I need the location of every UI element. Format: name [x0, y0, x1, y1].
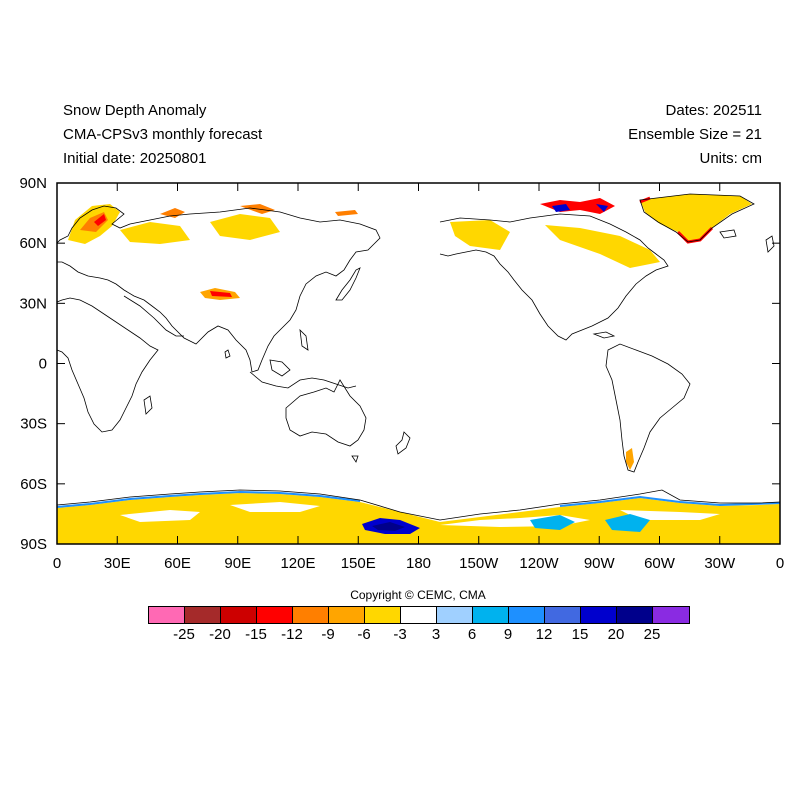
antarctica-edge-blue [56, 490, 781, 508]
colorbar-label: -12 [281, 626, 303, 643]
japan-coast [335, 267, 361, 301]
lon-label: 90E [224, 555, 251, 572]
lon-label: 30E [104, 555, 131, 572]
longitude-labels: 0 30E 60E 90E 120E 150E 180 150W 120W 90W 60W 30W 0 [53, 555, 784, 572]
colorbar-box [401, 607, 437, 623]
coastlines [56, 193, 781, 521]
philippines-coast [299, 328, 309, 351]
lon-label: 120W [519, 555, 559, 572]
colorbar-box [545, 607, 581, 623]
ross-strong-anomaly [372, 522, 405, 531]
lon-label: 150E [341, 555, 376, 572]
lon-label: 180 [406, 555, 431, 572]
colorbar-label: -6 [357, 626, 371, 643]
ensemble-size: Ensemble Size = 21 [628, 126, 762, 143]
russia-anomaly [120, 214, 280, 244]
lat-label: 60N [19, 235, 47, 252]
colorbar-box [617, 607, 653, 623]
lon-label: 0 [53, 555, 61, 572]
axis-ticks [56, 182, 781, 545]
caribbean-coast [592, 331, 616, 339]
colorbar-label: -15 [245, 626, 267, 643]
colorbar-label: 15 [571, 626, 589, 643]
greenland-anomaly [640, 194, 752, 242]
forecast-dates: Dates: 202511 [665, 102, 762, 119]
map-title: Snow Depth Anomaly [63, 102, 207, 119]
colorbar-box [257, 607, 293, 623]
lat-label: 30N [19, 295, 47, 312]
colorbar-box [365, 607, 401, 623]
lat-label: 0 [39, 356, 47, 373]
iceland-coast [719, 229, 737, 239]
eurasia-coast [56, 205, 381, 373]
map-subtitle: CMA-CPSv3 monthly forecast [63, 126, 263, 143]
units-label: Units: cm [699, 150, 762, 167]
colorbar-box [329, 607, 365, 623]
colorbar-label: 9 [503, 626, 513, 643]
colorbar-labels: -25 -20 -15 -12 -9 -6 -3 3 6 9 12 15 20 25 [0, 626, 800, 646]
lon-label: 120E [280, 555, 315, 572]
lon-label: 0 [776, 555, 784, 572]
antarctica-coast [56, 489, 781, 521]
colorbar-box [653, 607, 689, 623]
lon-label: 150W [459, 555, 499, 572]
north-america-coast [439, 213, 669, 341]
copyright-notice: Copyright © CEMC, CMA [350, 588, 486, 602]
colorbar [148, 606, 690, 624]
africa-coast [56, 297, 159, 433]
colorbar-label: -3 [393, 626, 407, 643]
colorbar-box [221, 607, 257, 623]
colorbar-label: -25 [173, 626, 195, 643]
colorbar-label: 25 [643, 626, 661, 643]
colorbar-box [581, 607, 617, 623]
lon-label: 60W [644, 555, 676, 572]
tasmania-coast [351, 455, 359, 463]
lat-label: 90S [20, 536, 47, 553]
lon-label: 30W [704, 555, 736, 572]
uk-coast [765, 235, 775, 253]
colorbar-box [293, 607, 329, 623]
colorbar-label: 12 [535, 626, 553, 643]
scandinavia-red [94, 214, 106, 226]
lon-label: 60E [164, 555, 191, 572]
alaska-anomaly [450, 220, 510, 250]
lat-label: 90N [19, 175, 47, 192]
canada-anomaly [545, 225, 660, 268]
lat-label: 30S [20, 416, 47, 433]
archipelago-blue [552, 204, 608, 212]
initial-date: Initial date: 20250801 [63, 150, 207, 167]
greenland-coast [639, 193, 755, 243]
australia-coast [285, 379, 367, 447]
colorbar-label: 20 [607, 626, 625, 643]
colorbar-label: 6 [467, 626, 477, 643]
colorbar-box [473, 607, 509, 623]
colorbar-label: -20 [209, 626, 231, 643]
latitude-labels: 90N 60N 30N 0 30S 60S 90S [19, 175, 47, 553]
indonesia-coast [249, 359, 357, 389]
tibet-red [210, 291, 232, 297]
colorbar-box [437, 607, 473, 623]
arctic-islands-anomaly [160, 204, 358, 218]
colorbar-box [509, 607, 545, 623]
madagascar-coast [143, 395, 153, 415]
new-zealand-coast [395, 431, 411, 455]
west-antarctica-positive [530, 514, 650, 532]
colorbar-box [149, 607, 185, 623]
arabia-coast [123, 295, 184, 337]
colorbar-box [185, 607, 221, 623]
colorbar-label: -9 [321, 626, 335, 643]
patagonia-anomaly [626, 448, 634, 470]
sri-lanka-coast [224, 349, 231, 359]
south-america-coast [605, 343, 691, 473]
lon-label: 90W [584, 555, 616, 572]
colorbar-label: 3 [431, 626, 441, 643]
anomaly-fields [56, 194, 781, 544]
lat-label: 60S [20, 476, 47, 493]
